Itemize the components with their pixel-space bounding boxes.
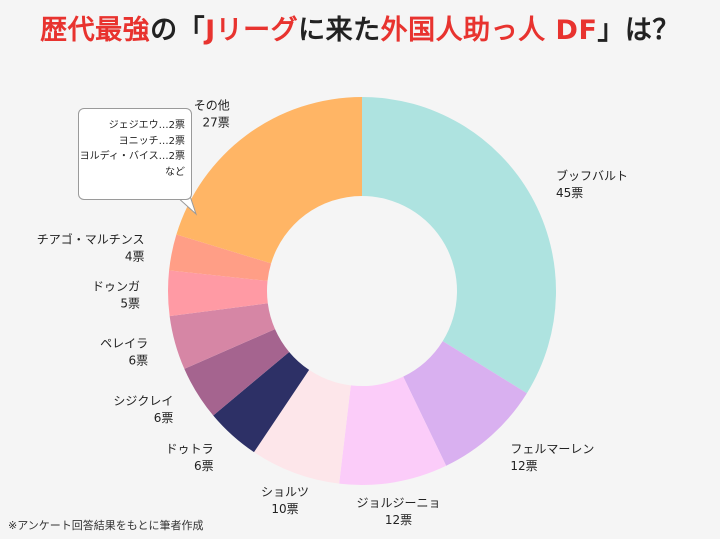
slice-3 xyxy=(253,369,351,484)
slice-label: ブッフバルト xyxy=(556,168,628,183)
slice-value-label: 6票 xyxy=(128,354,148,368)
slice-1 xyxy=(403,341,527,466)
slice-value-label: 4票 xyxy=(125,250,145,264)
slice-7 xyxy=(168,270,268,317)
slice-label: チアゴ・マルチンス xyxy=(37,232,145,247)
slice-label: ドゥンガ xyxy=(92,280,140,294)
slice-value-label: 12票 xyxy=(385,513,412,527)
callout-line: ヨニッチ…2票 xyxy=(118,135,185,147)
slice-9 xyxy=(176,97,362,264)
other-breakdown-callout: ジェジエウ…2票 ヨニッチ…2票 ヨルディ・バイス…2票 など xyxy=(78,108,192,200)
slice-value-label: 27票 xyxy=(203,116,230,130)
slice-6 xyxy=(169,303,276,369)
slice-label: ペレイラ xyxy=(100,337,148,351)
title-part-4: に来た xyxy=(298,15,381,46)
callout-line: など xyxy=(165,166,185,178)
callout-line: ヨルディ・バイス…2票 xyxy=(79,151,185,162)
slice-0 xyxy=(362,97,556,394)
slice-value-label: 45票 xyxy=(556,186,583,200)
slice-value-label: 10票 xyxy=(271,502,298,516)
slice-4 xyxy=(213,351,310,453)
title-part-3: Jリーグ xyxy=(205,15,299,46)
title-part-1: 歴代最強 xyxy=(40,15,151,46)
footnote: ※アンケート回答結果をもとに筆者作成 xyxy=(8,519,204,532)
slice-value-label: 6票 xyxy=(154,411,174,425)
slice-label: ショルツ xyxy=(261,485,309,499)
slice-8 xyxy=(169,234,272,281)
callout-line: ジェジエウ…2票 xyxy=(108,120,185,131)
chart-title: 歴代最強の「Jリーグに来た外国人助っ人 DF」は？ xyxy=(0,8,720,47)
title-part-6: 」は？ xyxy=(597,15,680,46)
slice-label: ドゥトラ xyxy=(166,442,214,456)
slice-5 xyxy=(184,329,290,416)
slice-value-label: 5票 xyxy=(120,297,140,311)
title-part-2: の「 xyxy=(150,15,206,46)
slice-label: フェルマーレン xyxy=(510,442,594,456)
slice-label: シジクレイ xyxy=(113,394,173,408)
slice-label: ジョルジーニョ xyxy=(357,496,441,510)
slice-2 xyxy=(339,376,447,485)
slice-value-label: 6票 xyxy=(194,459,214,473)
slice-label: その他 xyxy=(194,99,230,113)
slice-value-label: 12票 xyxy=(510,459,537,473)
title-part-5: 外国人助っ人 DF xyxy=(380,15,598,46)
